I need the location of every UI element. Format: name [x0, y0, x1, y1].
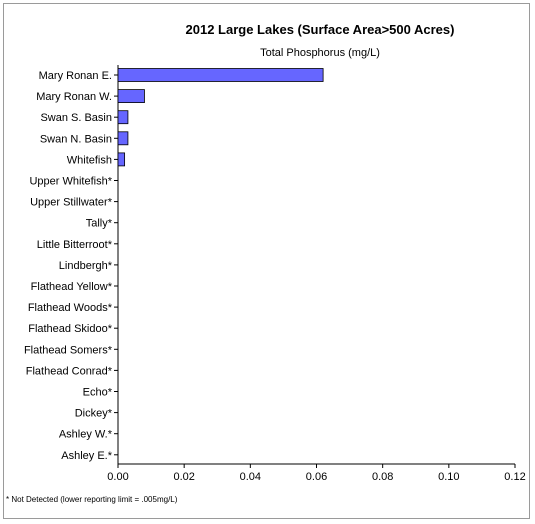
y-tick-label: Flathead Skidoo* [28, 323, 112, 335]
y-tick-label: Swan S. Basin [40, 112, 112, 124]
y-tick-label: Flathead Woods* [28, 302, 113, 314]
x-tick-label: 0.02 [173, 471, 194, 483]
plot-area: Mary Ronan E. Mary Ronan W. Swan S. Basin S… [24, 65, 526, 483]
y-tick-label: Flathead Somers* [24, 344, 113, 356]
x-tick-label: 0.10 [438, 471, 459, 483]
y-tick-label: Lindbergh* [59, 260, 113, 272]
bar [117, 152, 126, 167]
y-tick-label: Flathead Conrad* [26, 365, 113, 377]
chart-title: 2012 Large Lakes (Surface Area>500 Acres… [186, 22, 455, 37]
chart-subtitle: Total Phosphorus (mg/L) [260, 47, 380, 59]
x-tick-label: 0.00 [107, 471, 128, 483]
chart-frame: 2012 Large Lakes (Surface Area>500 Acres… [3, 3, 530, 519]
y-tick-label: Mary Ronan W. [36, 91, 112, 103]
bar [117, 89, 145, 103]
y-tick-label: Mary Ronan E. [39, 70, 112, 82]
x-tick-label: 0.06 [306, 471, 327, 483]
chart-footnote: * Not Detected (lower reporting limit = … [6, 495, 178, 504]
x-tick-label: 0.08 [372, 471, 393, 483]
x-tick-label: 0.12 [504, 471, 525, 483]
bar [117, 68, 324, 82]
x-tick-label: 0.04 [240, 471, 261, 483]
y-tick-label: Ashley W.* [59, 429, 113, 441]
y-tick-label: Echo* [83, 387, 113, 399]
y-tick-label: Dickey* [75, 408, 113, 420]
y-tick-label: Tally* [86, 218, 113, 230]
y-tick-label: Flathead Yellow* [31, 281, 113, 293]
y-tick-label: Whitefish [67, 154, 112, 166]
y-tick-label: Ashley E.* [61, 450, 112, 462]
bar [117, 131, 129, 146]
y-tick-label: Upper Whitefish* [29, 176, 112, 188]
bar [117, 110, 129, 125]
chart: 2012 Large Lakes (Surface Area>500 Acres… [6, 22, 526, 504]
y-tick-label: Swan N. Basin [40, 133, 112, 145]
y-tick-label: Little Bitterroot* [37, 239, 113, 251]
y-tick-label: Upper Stillwater* [30, 197, 113, 209]
